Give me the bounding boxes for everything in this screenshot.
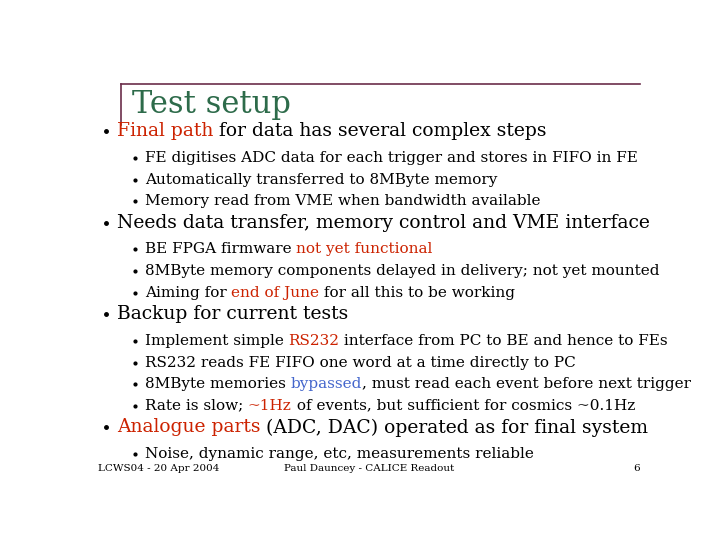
- Text: ~1Hz: ~1Hz: [248, 399, 292, 413]
- Text: Aiming for: Aiming for: [145, 286, 231, 300]
- Text: BE FPGA firmware: BE FPGA firmware: [145, 242, 296, 256]
- Text: Paul Dauncey - CALICE Readout: Paul Dauncey - CALICE Readout: [284, 464, 454, 473]
- Text: Memory read from VME when bandwidth available: Memory read from VME when bandwidth avai…: [145, 194, 540, 208]
- Text: Needs data transfer, memory control and VME interface: Needs data transfer, memory control and …: [117, 214, 649, 232]
- Text: Test setup: Test setup: [132, 89, 291, 120]
- Text: 8MByte memory components delayed in delivery; not yet mounted: 8MByte memory components delayed in deli…: [145, 264, 660, 278]
- Text: interface from PC to BE and hence to FEs: interface from PC to BE and hence to FEs: [339, 334, 668, 348]
- Text: RS232 reads FE FIFO one word at a time directly to PC: RS232 reads FE FIFO one word at a time d…: [145, 355, 575, 369]
- Text: Rate is slow;: Rate is slow;: [145, 399, 248, 413]
- Text: Automatically transferred to 8MByte memory: Automatically transferred to 8MByte memo…: [145, 173, 497, 186]
- Text: not yet functional: not yet functional: [296, 242, 433, 256]
- Text: bypassed: bypassed: [290, 377, 362, 391]
- Text: (ADC, DAC) operated as for final system: (ADC, DAC) operated as for final system: [261, 418, 648, 436]
- Text: , must read each event before next trigger: , must read each event before next trigg…: [362, 377, 690, 391]
- Text: end of June: end of June: [231, 286, 319, 300]
- Text: LCWS04 - 20 Apr 2004: LCWS04 - 20 Apr 2004: [99, 464, 220, 473]
- Text: RS232: RS232: [289, 334, 339, 348]
- Text: Noise, dynamic range, etc, measurements reliable: Noise, dynamic range, etc, measurements …: [145, 447, 534, 461]
- Text: Implement simple: Implement simple: [145, 334, 289, 348]
- Text: Analogue parts: Analogue parts: [117, 418, 261, 436]
- Text: FE digitises ADC data for each trigger and stores in FIFO in FE: FE digitises ADC data for each trigger a…: [145, 151, 637, 165]
- Text: 6: 6: [633, 464, 639, 473]
- Text: 8MByte memories: 8MByte memories: [145, 377, 290, 391]
- Text: of events, but sufficient for cosmics ~0.1Hz: of events, but sufficient for cosmics ~0…: [292, 399, 635, 413]
- Text: Final path: Final path: [117, 123, 213, 140]
- Text: for all this to be working: for all this to be working: [319, 286, 516, 300]
- Text: Backup for current tests: Backup for current tests: [117, 305, 348, 323]
- Text: for data has several complex steps: for data has several complex steps: [213, 123, 546, 140]
